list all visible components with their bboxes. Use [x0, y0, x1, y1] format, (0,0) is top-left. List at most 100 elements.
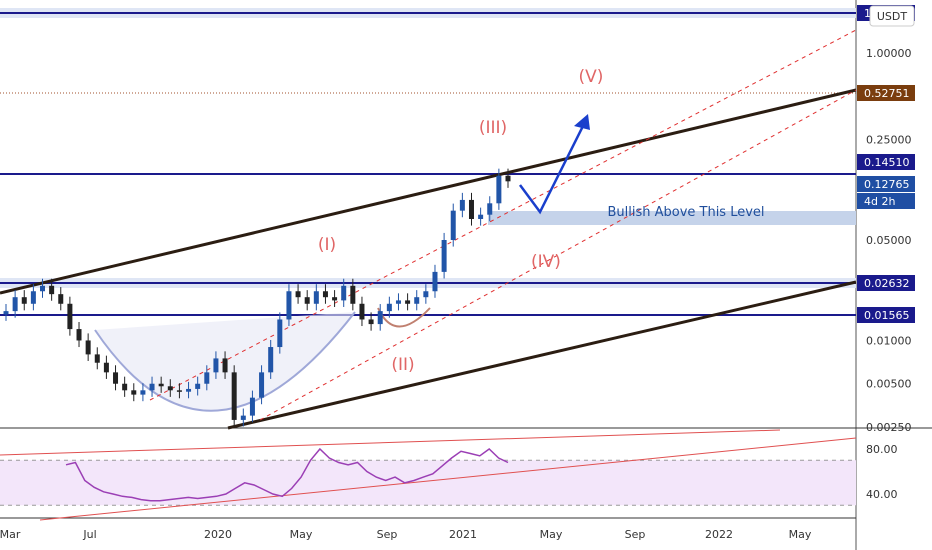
- candle-body: [58, 294, 64, 304]
- time-tick-label: May: [540, 528, 563, 541]
- candle-body: [113, 372, 119, 384]
- candle-body: [249, 397, 255, 416]
- currency-badge-label: USDT: [877, 10, 908, 23]
- price-tag-label: 0.02632: [864, 277, 910, 290]
- price-tick-label: 1.00000: [866, 47, 912, 60]
- bullish-level-band: [488, 211, 856, 225]
- candle-body: [122, 383, 128, 391]
- currency-badge[interactable]: [869, 5, 915, 27]
- price-tick-label: 0.25000: [866, 134, 912, 147]
- candle-body: [231, 372, 237, 420]
- candle-body: [67, 303, 73, 330]
- candle-body: [478, 214, 484, 219]
- wave-label: (II): [391, 355, 414, 375]
- bullish-annotation: Bullish Above This Level: [607, 205, 764, 220]
- time-tick-label: May: [290, 528, 313, 541]
- candle-body: [76, 329, 82, 341]
- time-tick-label: Sep: [377, 528, 398, 541]
- price-tag-label: 0.14510: [864, 156, 910, 169]
- price-tag-label: 0.12765: [864, 178, 910, 191]
- candle-body: [3, 311, 9, 315]
- candle-body: [213, 358, 219, 373]
- price-tick-label: 0.05000: [866, 234, 912, 247]
- upper-dashed-channel: [149, 29, 857, 401]
- rsi-trendline-lower: [39, 437, 857, 521]
- price-tick-label: 0.01000: [866, 334, 912, 347]
- candle-body: [131, 390, 137, 395]
- candle-body: [414, 297, 420, 304]
- time-tick-label: May: [789, 528, 812, 541]
- price-tag: [857, 176, 915, 192]
- candle-body: [468, 199, 474, 219]
- price-tag-label: 4d 2h: [864, 195, 895, 208]
- candle-body: [94, 354, 100, 363]
- channel-lines: [0, 29, 857, 430]
- candle-body: [487, 203, 493, 215]
- candle-body: [222, 358, 228, 373]
- price-tag: [857, 307, 915, 323]
- candle-body: [368, 319, 374, 325]
- candle-body: [204, 372, 210, 384]
- time-tick-label: Jul: [82, 528, 96, 541]
- time-tick-label: 2021: [449, 528, 477, 541]
- candle-body: [286, 291, 292, 320]
- candle-body: [277, 319, 283, 348]
- time-tick-label: 2020: [204, 528, 232, 541]
- time-tick-label: 2022: [705, 528, 733, 541]
- candle-body: [432, 271, 438, 292]
- lower-dashed-channel: [259, 89, 857, 421]
- candle-body: [30, 291, 36, 304]
- candle-body: [441, 240, 447, 272]
- rsi-line: [65, 447, 509, 502]
- candle-body: [377, 311, 383, 325]
- candle-body: [359, 303, 365, 320]
- candle-body: [176, 390, 182, 392]
- candle-body: [167, 386, 173, 391]
- candle-body: [268, 347, 274, 373]
- upper-channel-line: [0, 88, 857, 295]
- rsi-pane: 80.00 40.00: [0, 429, 898, 521]
- rsi-tick-label: 80.00: [866, 443, 898, 456]
- price-axis: 1.00000 0.25000 0.05000 0.01000 0.00500 0.002…: [866, 47, 912, 434]
- candle-body: [505, 175, 511, 182]
- candle-body: [158, 383, 164, 387]
- candle-body: [49, 285, 55, 295]
- candle-body: [186, 388, 192, 392]
- candle-body: [350, 285, 356, 304]
- time-tick-label: Sep: [625, 528, 646, 541]
- wave-label: (V): [579, 67, 604, 87]
- price-tag-label: 0.52751: [864, 87, 910, 100]
- price-tag: [857, 275, 915, 291]
- wave-label: (I): [318, 235, 336, 255]
- candle-body: [259, 372, 265, 398]
- candle-body: [295, 291, 301, 298]
- candle-body: [423, 291, 429, 298]
- candle-body: [304, 297, 310, 304]
- price-tag: [857, 85, 915, 101]
- candle-body: [21, 297, 27, 304]
- candle-body: [322, 291, 328, 298]
- projection-path: [518, 121, 587, 215]
- candle-body: [40, 285, 46, 292]
- candle-body: [450, 210, 456, 240]
- price-tag: [857, 193, 915, 209]
- candle-body: [496, 175, 502, 204]
- candle-body: [12, 297, 18, 312]
- elliott-wave-labels: (I) (II) (III) (IV) (V): [318, 67, 604, 375]
- wave-label: (IV): [531, 252, 561, 272]
- lower-channel-line: [227, 280, 857, 430]
- candle-body: [240, 415, 246, 420]
- rsi-tick-label: 40.00: [866, 488, 898, 501]
- time-tick-label: Mar: [0, 528, 21, 541]
- candle-body: [85, 340, 91, 355]
- wave-label: (III): [479, 118, 507, 138]
- candle-body: [195, 383, 201, 389]
- price-tick-label: 0.00500: [866, 378, 912, 391]
- candle-body: [103, 362, 109, 373]
- time-axis: Mar Jul 2020 May Sep 2021 May Sep 2022 May: [0, 528, 812, 541]
- candle-body: [341, 285, 347, 301]
- candle-body: [149, 383, 155, 391]
- candle-body: [459, 199, 465, 211]
